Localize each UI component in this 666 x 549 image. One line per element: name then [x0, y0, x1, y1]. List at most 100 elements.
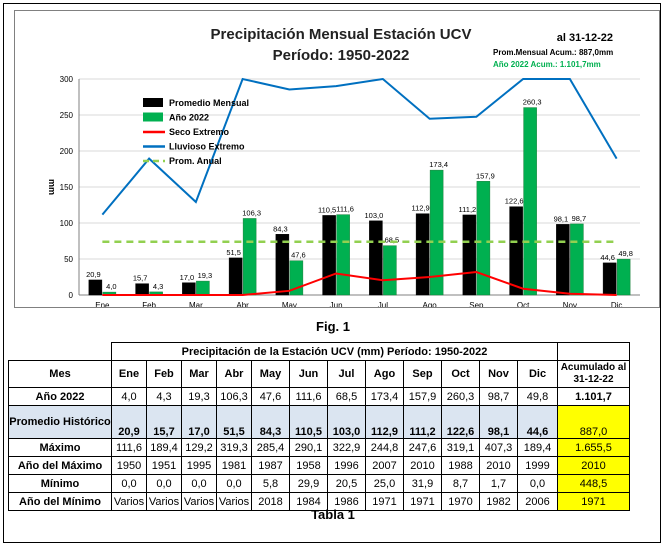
data-label-2022: 49,8 [618, 249, 633, 258]
acumulado-cell: 1.101,7 [557, 387, 630, 406]
acumulado-cell: 887,0 [557, 405, 630, 439]
y-tick-label: 50 [64, 255, 73, 264]
figure-frame: Precipitación Mensual Estación UCV Períod… [3, 3, 661, 543]
data-label-2022: 4,3 [153, 282, 163, 291]
y-axis-label: mm [47, 179, 57, 195]
table-cell: 2010 [403, 456, 442, 475]
x-tick-label: May [282, 301, 297, 307]
table-header-row: Mes Ene Feb Mar Abr May Jun Jul Ago Sep Oct Nov Dic A… [8, 360, 630, 388]
data-label-2022: 260,3 [523, 98, 542, 107]
bar-promedio [415, 213, 430, 296]
acumulado-cell: 1971 [557, 492, 630, 511]
bar-promedio [135, 283, 149, 296]
bar-promedio [228, 257, 243, 296]
table-cell: 1995 [181, 456, 217, 475]
table-cell: 2006 [517, 492, 558, 511]
table-corner [9, 343, 112, 361]
table-cell: 111,6 [289, 387, 328, 406]
y-tick-label: 250 [60, 111, 74, 120]
x-tick-label: Sep [469, 301, 484, 307]
chart-area: Precipitación Mensual Estación UCV Períod… [14, 10, 660, 308]
table-cell: 173,4 [365, 387, 404, 406]
header-month: May [251, 360, 290, 388]
header-mes: Mes [8, 360, 112, 388]
table-row: Año 2022 4,0 4,3 19,3 106,3 47,6 111,6 68,5 173,… [8, 387, 630, 406]
table-cell: 1999 [517, 456, 558, 475]
table-cell: 2010 [479, 456, 518, 475]
bar-2022 [523, 107, 537, 296]
data-label-promedio: 103,0 [364, 211, 383, 220]
table-cell: 111,6 [111, 438, 147, 457]
chart-title: Precipitación Mensual Estación UCV [211, 26, 472, 43]
table-cell: 0,0 [111, 474, 147, 493]
precipitation-chart: Precipitación Mensual Estación UCV Períod… [47, 26, 640, 307]
legend-swatch [143, 98, 163, 107]
table-row: Promedio Histórico 20,9 15,7 17,0 51,5 84,3 11… [8, 405, 630, 439]
table-cell: 122,6 [441, 405, 480, 439]
data-label-promedio: 112,9 [412, 204, 430, 213]
table-cell: 290,1 [289, 438, 328, 457]
bar-promedio [275, 234, 290, 296]
table-cell: 189,4 [517, 438, 558, 457]
info-line-1: Prom.Mensual Acum.: 887,0mm [493, 48, 613, 57]
table-cell: 285,4 [251, 438, 290, 457]
data-label-2022: 47,6 [291, 251, 306, 260]
data-label-promedio: 17,0 [180, 273, 195, 282]
data-label-2022: 157,9 [476, 171, 495, 180]
header-month: Ago [365, 360, 404, 388]
data-label-2022: 173,4 [429, 160, 448, 169]
header-month: Feb [146, 360, 182, 388]
table-cell: 1958 [289, 456, 328, 475]
table-cell: 25,0 [365, 474, 404, 493]
line-lluvioso-extremo [101, 77, 618, 216]
bar-2022 [476, 181, 491, 296]
data-label-2022: 111,6 [336, 205, 354, 214]
x-tick-label: Ago [423, 301, 438, 307]
table-row: Año del Máximo 1950 1951 1995 1981 1987 1958 19… [8, 456, 630, 475]
bar-2022 [383, 245, 397, 296]
bar-2022 [336, 214, 350, 296]
bar-2022 [196, 280, 210, 296]
table-cell: 407,3 [479, 438, 518, 457]
data-label-promedio: 111,2 [459, 205, 477, 214]
table-cell: 1996 [327, 456, 366, 475]
bar-2022 [616, 258, 631, 296]
x-tick-label: Ene [95, 301, 110, 307]
data-label-promedio: 98,1 [554, 214, 569, 223]
table-cell: 31,9 [403, 474, 442, 493]
y-tick-label: 300 [60, 75, 74, 84]
table-row: Año del Mínimo Varios Varios Varios Varios 20… [8, 492, 630, 511]
x-tick-label: Dic [611, 301, 623, 307]
table-cell: 244,8 [365, 438, 404, 457]
x-tick-label: Oct [517, 301, 530, 307]
data-label-promedio: 20,9 [86, 270, 101, 279]
table-cell: 2018 [251, 492, 290, 511]
table-caption: Tabla 1 [311, 507, 355, 522]
x-tick-label: Feb [142, 301, 156, 307]
legend-entry: Seco Extremo [169, 127, 230, 137]
row-label: Máximo [8, 438, 112, 457]
table-cell: 44,6 [517, 405, 558, 439]
table-cell: 49,8 [517, 387, 558, 406]
data-label-promedio: 122,6 [505, 197, 524, 206]
table-cell: 0,0 [517, 474, 558, 493]
table-cell: 103,0 [327, 405, 366, 439]
header-month: Jul [327, 360, 366, 388]
table-cell: 189,4 [146, 438, 182, 457]
line-seco-extremo [102, 271, 617, 296]
y-tick-label: 150 [60, 183, 74, 192]
table-cell: 1981 [216, 456, 252, 475]
chart-subtitle: Período: 1950-2022 [273, 47, 410, 64]
data-label-promedio: 15,7 [133, 274, 148, 283]
data-label-promedio: 84,3 [273, 224, 288, 233]
table-cell: 1988 [441, 456, 480, 475]
chart-date-label: al 31-12-22 [557, 32, 613, 44]
row-label: Año del Máximo [8, 456, 112, 475]
table-cell: 8,7 [441, 474, 480, 493]
table-cell: 157,9 [403, 387, 442, 406]
table-title-row: Precipitación de la Estación UCV (mm) Pe… [9, 342, 630, 361]
table-cell: 1984 [289, 492, 328, 511]
bar-2022 [242, 218, 257, 296]
bar-promedio [322, 215, 336, 296]
table-cell: Varios [111, 492, 147, 511]
